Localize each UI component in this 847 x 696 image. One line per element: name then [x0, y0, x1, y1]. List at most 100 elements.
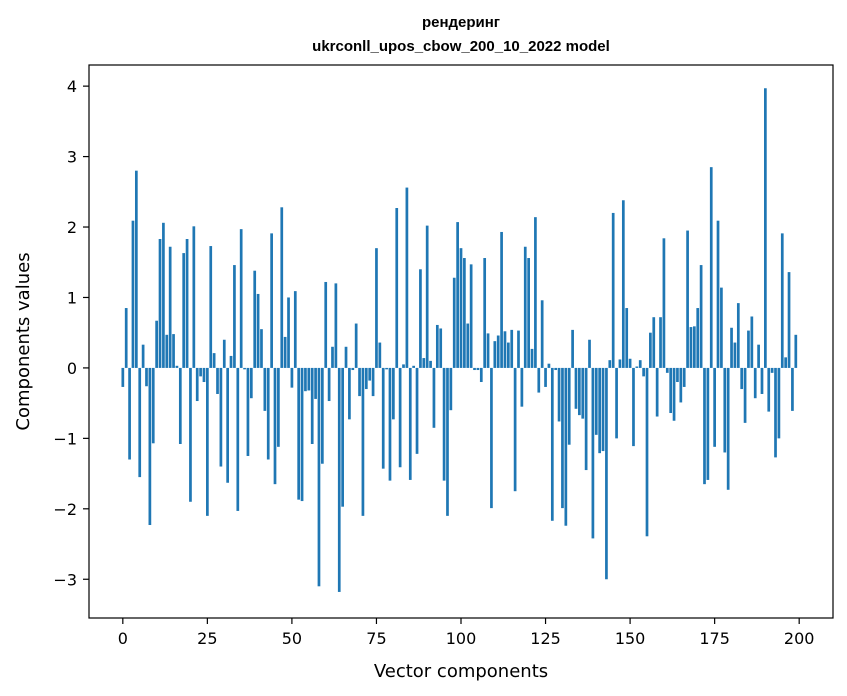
bar: [195, 367, 199, 402]
bar: [243, 367, 246, 370]
bar: [767, 367, 771, 412]
y-axis: −3 −2 −1 0 1 2 3 4: [53, 77, 89, 589]
bar: [456, 222, 459, 368]
y-tick-label: 0: [67, 359, 77, 378]
bar: [419, 269, 422, 368]
bar: [151, 367, 155, 444]
bar: [124, 308, 128, 368]
bar: [165, 334, 169, 368]
bar: [260, 329, 263, 368]
y-axis-label: Components values: [13, 252, 34, 430]
bar: [750, 316, 754, 368]
bar: [216, 367, 219, 394]
bar: [128, 367, 131, 460]
bar: [780, 233, 784, 368]
bar: [510, 329, 514, 368]
y-tick-label: 1: [67, 288, 77, 307]
bar: [723, 367, 727, 453]
bar: [740, 367, 744, 390]
bar: [192, 226, 196, 368]
bar: [162, 222, 165, 368]
bar: [429, 360, 432, 368]
bar: [517, 330, 520, 368]
bar: [733, 342, 737, 368]
bar: [229, 355, 233, 368]
bar: [649, 332, 652, 368]
bar: [364, 367, 368, 390]
bar: [222, 339, 226, 368]
bar: [608, 360, 612, 368]
bar: [686, 230, 689, 368]
bar: [736, 303, 740, 368]
bar: [473, 367, 476, 371]
bar: [141, 344, 145, 368]
bar: [158, 239, 162, 368]
bar: [706, 367, 710, 480]
bar: [324, 281, 328, 368]
bar: [354, 323, 358, 368]
bar: [408, 367, 412, 480]
bar: [189, 367, 192, 502]
chart-title-line2: ukrconll_upos_cbow_200_10_2022 model: [312, 38, 610, 55]
x-tick-label: 125: [530, 629, 561, 648]
bar: [392, 367, 395, 420]
y-tick-label: −3: [53, 570, 77, 589]
bar: [506, 342, 510, 368]
x-tick-label: 200: [784, 629, 815, 648]
bar: [534, 217, 537, 368]
bar: [601, 367, 605, 452]
bar: [432, 367, 436, 428]
bar: [304, 367, 307, 392]
bar: [178, 367, 182, 444]
y-tick-label: 4: [67, 77, 77, 96]
bar: [209, 246, 213, 368]
bar: [716, 220, 720, 368]
bar: [449, 367, 453, 411]
bar: [341, 367, 344, 507]
bar: [344, 346, 348, 368]
bar: [172, 334, 175, 368]
bar: [500, 231, 503, 368]
bar: [567, 367, 571, 445]
bar: [168, 246, 172, 368]
bar: [131, 220, 135, 368]
bar: [615, 367, 618, 439]
bar: [459, 248, 463, 368]
y-tick-label: 3: [67, 148, 77, 167]
bar: [371, 367, 375, 397]
bar: [655, 367, 659, 417]
bar: [490, 367, 493, 509]
bar: [628, 358, 632, 368]
bar: [283, 336, 287, 368]
bar: [642, 367, 645, 377]
bar: [148, 367, 152, 526]
bar: [415, 367, 419, 454]
bar: [720, 287, 723, 368]
bar: [307, 367, 311, 391]
bar: [145, 367, 148, 387]
bar: [219, 367, 223, 467]
bar: [412, 365, 416, 368]
bar: [493, 341, 497, 368]
bar: [334, 283, 338, 368]
bar: [385, 367, 388, 370]
y-tick-label: −1: [53, 429, 77, 448]
bar: [388, 367, 392, 481]
bar: [703, 367, 706, 485]
bar: [571, 329, 574, 368]
bar: [662, 238, 666, 368]
bar: [202, 367, 206, 383]
bar: [263, 367, 267, 411]
bar: [605, 367, 608, 580]
bar: [696, 308, 700, 368]
x-tick-label: 100: [446, 629, 477, 648]
bar: [770, 367, 774, 373]
bar: [435, 324, 439, 368]
bar: [469, 264, 473, 368]
bar: [398, 367, 402, 468]
bar: [689, 327, 693, 368]
bar: [530, 348, 534, 368]
bar: [446, 367, 449, 516]
bar: [300, 367, 304, 502]
